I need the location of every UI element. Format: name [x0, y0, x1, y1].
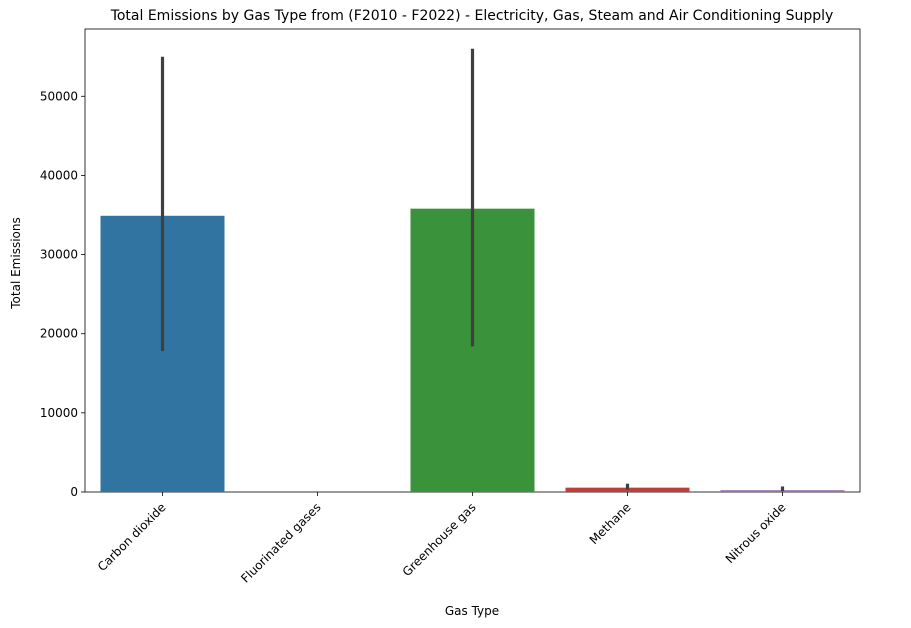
- x-tick-label: Methane: [587, 500, 634, 547]
- x-axis: Carbon dioxide Fluorinated gases Greenhous…: [95, 492, 789, 586]
- error-bars-group: [160, 48, 785, 492]
- y-tick-label: 10000: [40, 406, 78, 420]
- y-tick-label: 40000: [40, 168, 78, 182]
- x-axis-title: Gas Type: [445, 604, 499, 618]
- x-tick-label: Greenhouse gas: [400, 500, 479, 579]
- bar-methane: [565, 487, 690, 492]
- y-axis: 0 10000 20000 30000 40000 50000: [40, 89, 85, 499]
- x-tick-label: Carbon dioxide: [95, 500, 169, 574]
- y-tick-label: 30000: [40, 248, 78, 262]
- y-tick-label: 0: [70, 485, 78, 499]
- y-tick-label: 20000: [40, 327, 78, 341]
- chart-title: Total Emissions by Gas Type from (F2010 …: [110, 8, 834, 24]
- x-tick-label: Fluorinated gases: [238, 500, 323, 585]
- x-tick-label: Nitrous oxide: [723, 500, 789, 566]
- y-tick-label: 50000: [40, 89, 78, 103]
- y-axis-title: Total Emissions: [9, 217, 23, 309]
